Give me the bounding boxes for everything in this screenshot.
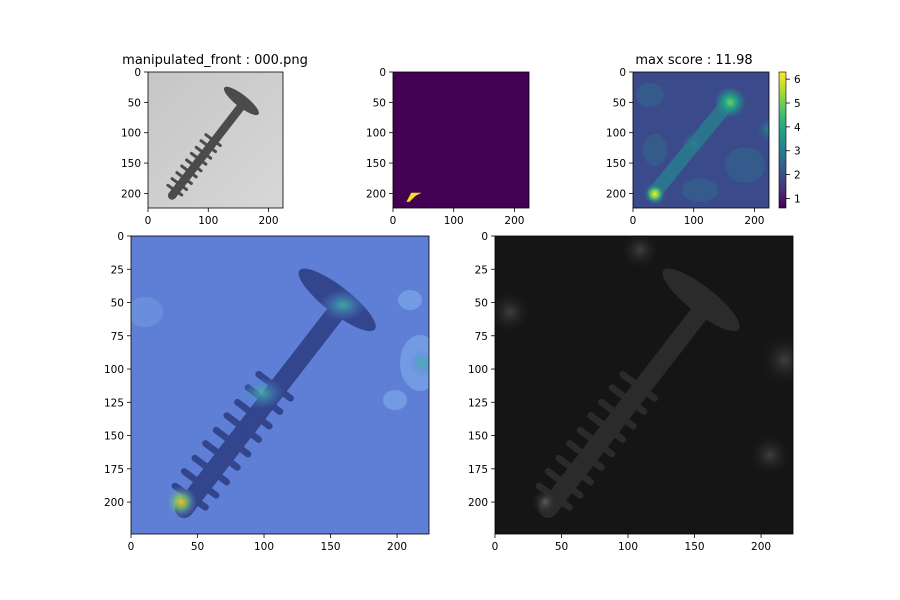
y-tick-label: 200: [121, 188, 141, 200]
colorbar-tick-label: 3: [794, 146, 801, 158]
heatmap-panel-title: max score : 11.98: [635, 53, 752, 68]
overlay-axes-ticks: 0 50 100 150 200 0 25 50 75 100 125 150 175 200: [104, 231, 407, 553]
mask-background: [393, 72, 529, 208]
y-tick-label: 150: [121, 158, 141, 170]
image-axes-frame: [147, 71, 284, 209]
heatmap-panel: max score : 11.98 0 100 200 0 50 100 150 200 1 2…: [606, 53, 801, 227]
x-tick-label: 0: [390, 215, 397, 227]
y-tick-label: 25: [475, 264, 488, 276]
y-tick-label: 150: [104, 431, 124, 443]
x-tick-label: 100: [618, 541, 638, 553]
colorbar-tick-label: 1: [794, 193, 801, 205]
overlay-panel: 0 50 100 150 200 0 25 50 75 100 125 150 175 200: [104, 231, 430, 553]
x-tick-label: 150: [685, 541, 705, 553]
colorbar-tick-label: 5: [794, 98, 801, 110]
x-tick-label: 0: [145, 215, 152, 227]
y-tick-label: 0: [117, 231, 124, 243]
heatmap-hotspot: [714, 86, 747, 119]
colorbar-tick-label: 6: [794, 74, 801, 86]
x-tick-label: 100: [198, 215, 218, 227]
y-tick-label: 25: [111, 264, 124, 276]
x-tick-label: 200: [751, 541, 771, 553]
overlay-axes-frame: [130, 235, 430, 535]
y-tick-label: 125: [468, 397, 488, 409]
colorbar-tick-label: 4: [794, 122, 801, 134]
y-tick-label: 75: [111, 331, 124, 343]
image-panel-title: manipulated_front : 000.png: [122, 53, 308, 68]
y-tick-label: 0: [481, 231, 488, 243]
heatmap-axes-frame: [632, 71, 770, 209]
y-tick-label: 50: [111, 298, 124, 310]
y-tick-label: 200: [468, 497, 488, 509]
y-tick-label: 50: [128, 97, 141, 109]
x-tick-label: 100: [684, 215, 704, 227]
y-tick-label: 200: [606, 188, 626, 200]
y-tick-label: 75: [475, 331, 488, 343]
x-tick-label: 0: [128, 541, 135, 553]
heatmap-hotspot: [757, 117, 769, 142]
heatmap-hotspot: [643, 183, 666, 206]
colorbar-tick-label: 2: [794, 170, 801, 182]
x-tick-label: 100: [254, 541, 274, 553]
y-tick-label: 175: [104, 464, 124, 476]
mask-axes-frame: [392, 71, 530, 209]
y-tick-label: 150: [606, 158, 626, 170]
masked-axes-frame: [494, 235, 794, 535]
colorbar: [778, 71, 787, 209]
y-tick-label: 50: [613, 97, 626, 109]
x-tick-label: 0: [630, 215, 637, 227]
y-tick-label: 175: [468, 464, 488, 476]
mask-axes-ticks: 0 100 200 0 50 100 150 200: [366, 67, 524, 227]
y-tick-label: 0: [134, 67, 141, 79]
colorbar-ticks: 1 2 3 4 5 6: [786, 74, 801, 205]
x-tick-label: 150: [321, 541, 341, 553]
heatmap-axes-ticks: 0 100 200 0 50 100 150 200: [606, 67, 764, 227]
x-tick-label: 200: [744, 215, 764, 227]
heatmap-hotspot: [681, 131, 706, 156]
y-tick-label: 100: [606, 128, 626, 140]
x-tick-label: 100: [444, 215, 464, 227]
x-tick-label: 200: [259, 215, 279, 227]
image-panel: manipulated_front : 000.png 0 100 200 0 50 10…: [121, 53, 308, 227]
y-tick-label: 100: [104, 364, 124, 376]
y-tick-label: 200: [366, 188, 386, 200]
masked-axes-ticks: 0 50 100 150 200 0 25 50 75 100 125 150 175 200: [468, 231, 771, 553]
y-tick-label: 150: [366, 158, 386, 170]
y-tick-label: 100: [121, 128, 141, 140]
y-tick-label: 125: [104, 397, 124, 409]
y-tick-label: 100: [366, 128, 386, 140]
y-tick-label: 200: [104, 497, 124, 509]
y-tick-label: 50: [373, 97, 386, 109]
y-tick-label: 50: [475, 298, 488, 310]
heatmap-hotspots: [643, 86, 769, 206]
y-tick-label: 0: [379, 67, 386, 79]
x-tick-label: 200: [387, 541, 407, 553]
image-axes-ticks: 0 100 200 0 50 100 150 200: [121, 67, 279, 227]
y-tick-label: 100: [468, 364, 488, 376]
y-tick-label: 0: [619, 67, 626, 79]
mask-region: [406, 192, 422, 202]
masked-panel: 0 50 100 150 200 0 25 50 75 100 125 150 175 200: [468, 231, 794, 553]
x-tick-label: 50: [191, 541, 204, 553]
x-tick-label: 0: [492, 541, 499, 553]
x-tick-label: 50: [555, 541, 568, 553]
y-tick-label: 150: [468, 431, 488, 443]
mask-panel: 0 100 200 0 50 100 150 200: [366, 67, 530, 227]
x-tick-label: 200: [504, 215, 524, 227]
